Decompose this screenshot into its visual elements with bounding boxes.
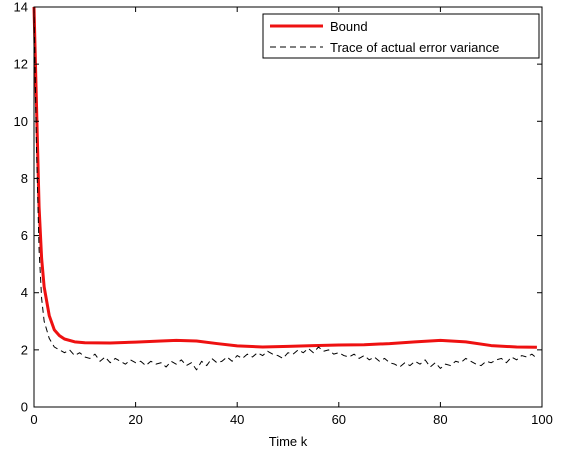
x-tick-label: 20 (128, 412, 142, 427)
x-tick-label: 80 (433, 412, 447, 427)
legend-label-bound: Bound (330, 19, 368, 34)
x-axis-title: Time k (269, 434, 308, 449)
y-tick-label: 14 (14, 0, 28, 15)
x-tick-label: 40 (230, 412, 244, 427)
y-tick-label: 4 (21, 285, 28, 300)
legend-box (262, 13, 540, 59)
legend-label-trace: Trace of actual error variance (330, 40, 499, 55)
y-tick-label: 12 (14, 57, 28, 72)
x-tick-label: 60 (332, 412, 346, 427)
series-line-bound (32, 6, 537, 349)
series-layer (32, 6, 538, 371)
x-tick-label: 0 (30, 412, 37, 427)
y-tick-label: 0 (21, 400, 28, 415)
y-tick-label: 8 (21, 171, 28, 186)
axes-layer: 0 20 40 60 80 100 0 2 4 6 8 10 12 14 (14, 0, 553, 427)
axes-frame (33, 6, 543, 408)
legend: Bound Trace of actual error variance (262, 13, 540, 59)
y-tick-label: 2 (21, 342, 28, 357)
x-tick-label: 100 (531, 412, 553, 427)
series-line-trace (33, 6, 538, 371)
y-tick-label: 6 (21, 228, 28, 243)
y-tick-label: 10 (14, 114, 28, 129)
